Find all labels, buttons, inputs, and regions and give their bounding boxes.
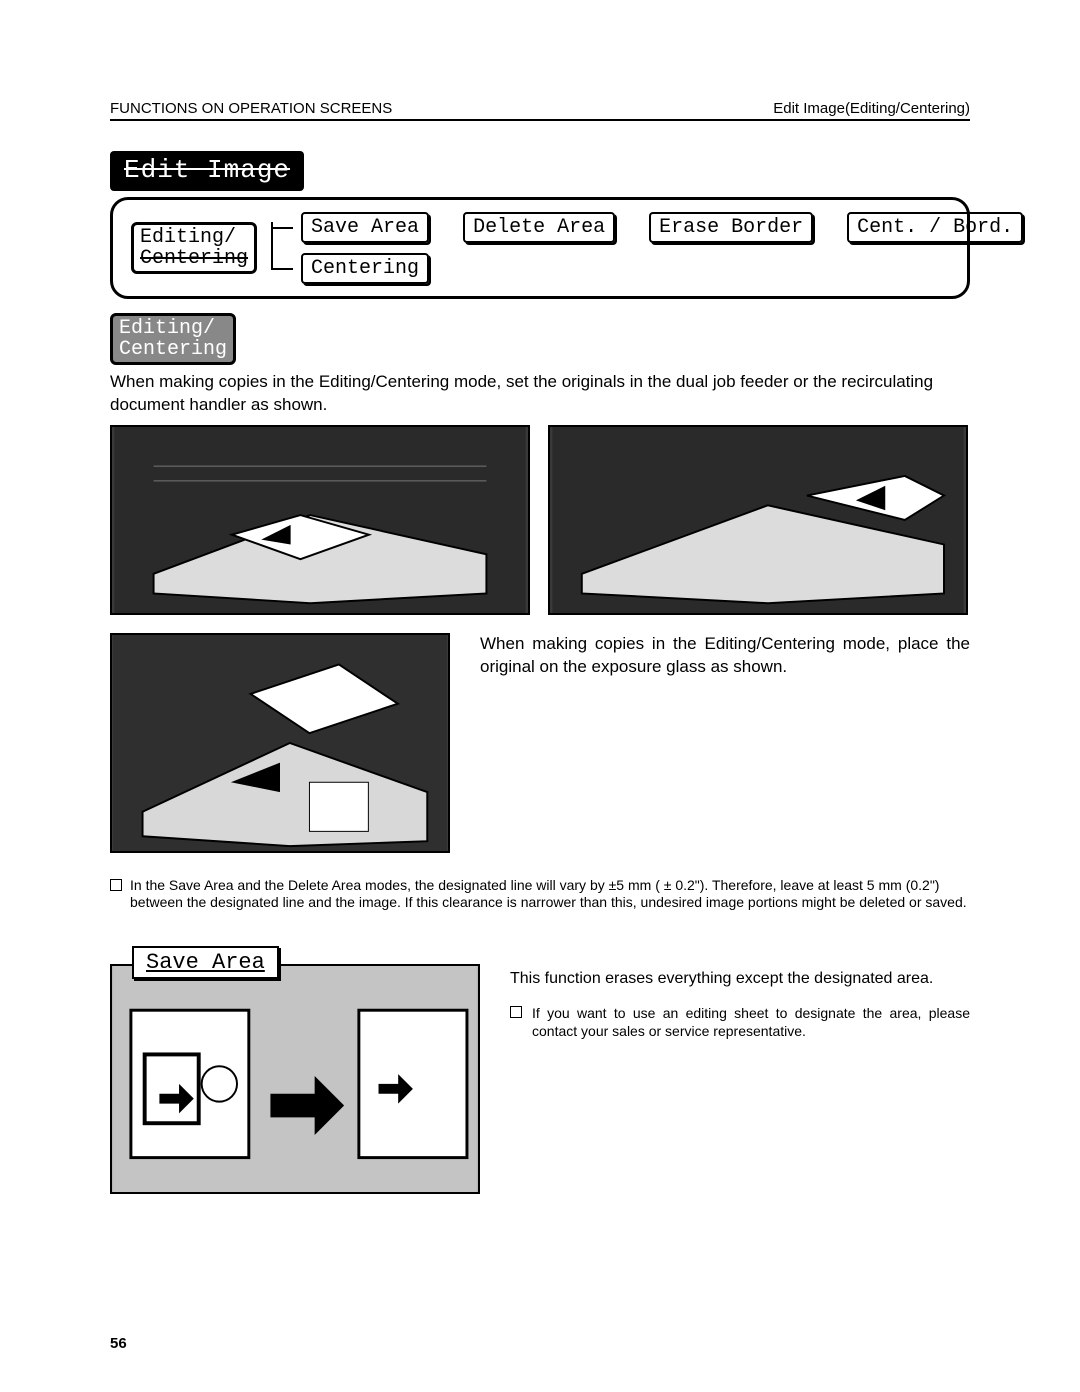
save-area-row: Save Area This function erases everythin… <box>110 940 970 1194</box>
page-header: FUNCTIONS ON OPERATION SCREENS Edit Imag… <box>110 100 970 121</box>
btn-line1: Editing/ <box>140 227 248 248</box>
save-area-tab: Save Area <box>132 946 279 979</box>
note-text: In the Save Area and the Delete Area mod… <box>130 877 970 912</box>
erase-border-button[interactable]: Erase Border <box>649 212 813 243</box>
options-panel: Editing/ Centering Save Area Delete Area… <box>110 197 970 299</box>
feeder-images-row <box>110 425 970 615</box>
label-line2: Centering <box>119 338 227 361</box>
edit-image-tab: Edit Image <box>110 151 304 191</box>
delete-area-button[interactable]: Delete Area <box>463 212 615 243</box>
header-left: FUNCTIONS ON OPERATION SCREENS <box>110 100 392 117</box>
save-area-image <box>110 964 480 1194</box>
header-right: Edit Image(Editing/Centering) <box>773 100 970 117</box>
page-number: 56 <box>110 1335 127 1352</box>
label-line1: Editing/ <box>119 317 215 340</box>
paragraph-2: When making copies in the Editing/Center… <box>480 633 970 679</box>
dual-job-feeder-image <box>110 425 530 615</box>
save-area-button[interactable]: Save Area <box>301 212 429 243</box>
recirculating-handler-image <box>548 425 968 615</box>
save-area-description: This function erases everything except t… <box>510 970 970 988</box>
editing-centering-section-label: Editing/ Centering <box>110 313 236 365</box>
paragraph-1: When making copies in the Editing/Center… <box>110 371 970 417</box>
editing-centering-button[interactable]: Editing/ Centering <box>131 222 257 274</box>
tolerance-note: In the Save Area and the Delete Area mod… <box>110 877 970 912</box>
save-area-subnote-text: If you want to use an editing sheet to d… <box>532 1004 970 1040</box>
centering-button[interactable]: Centering <box>301 253 429 284</box>
exposure-glass-image <box>110 633 450 853</box>
tree: Save Area Delete Area Erase Border Cent.… <box>271 212 1023 284</box>
cent-bord-button[interactable]: Cent. / Bord. <box>847 212 1023 243</box>
bullet-icon <box>110 879 122 891</box>
btn-line2: Centering <box>140 248 248 269</box>
bullet-icon <box>510 1006 522 1018</box>
exposure-glass-row: When making copies in the Editing/Center… <box>110 633 970 853</box>
save-area-subnote: If you want to use an editing sheet to d… <box>510 1004 970 1040</box>
